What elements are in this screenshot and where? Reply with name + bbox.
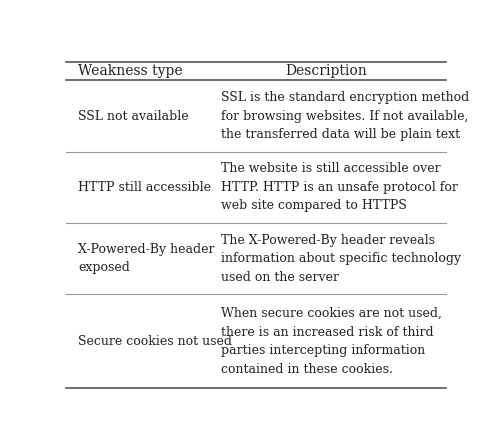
Text: SSL not available: SSL not available: [78, 110, 188, 122]
Text: Description: Description: [285, 64, 367, 78]
Text: The website is still accessible over
HTTP. HTTP is an unsafe protocol for
web si: The website is still accessible over HTT…: [222, 162, 458, 212]
Text: When secure cookies are not used,
there is an increased risk of third
parties in: When secure cookies are not used, there …: [222, 307, 442, 376]
Text: Weakness type: Weakness type: [78, 64, 182, 78]
Text: SSL is the standard encryption method
for browsing websites. If not available,
t: SSL is the standard encryption method fo…: [222, 91, 470, 141]
Text: Secure cookies not used: Secure cookies not used: [78, 335, 232, 348]
Text: X-Powered-By header
exposed: X-Powered-By header exposed: [78, 243, 214, 274]
Text: HTTP still accessible: HTTP still accessible: [78, 181, 211, 194]
Text: The X-Powered-By header reveals
information about specific technology
used on th: The X-Powered-By header reveals informat…: [222, 234, 462, 284]
